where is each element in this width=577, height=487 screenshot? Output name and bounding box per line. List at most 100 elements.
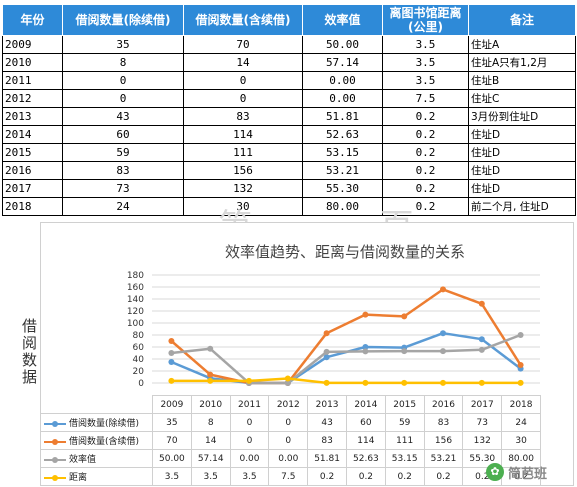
table-cell: 14	[183, 53, 303, 72]
x-tick-label: 2013	[307, 395, 347, 414]
brand-logo: ✿ 简芭班	[484, 461, 572, 483]
legend-entry: 借阅数量(除续借)	[40, 413, 153, 432]
table-cell: 53.15	[302, 143, 383, 162]
data-point	[284, 380, 291, 386]
y-tick-label: 20	[133, 367, 145, 377]
series-row: 借阅数量(除续借) 35 8 0 0 43 60 59 83 73 24	[40, 413, 541, 432]
data-point	[401, 379, 408, 386]
logo-text: 简芭班	[508, 467, 548, 482]
table-cell: 70	[183, 35, 303, 54]
table-header-row: 年份 借阅数量(除续借) 借阅数量(含续借) 效率值 离图书馆距离 (公里) 备注	[2, 4, 576, 36]
y-tick-label: 40	[133, 355, 145, 365]
legend-key	[44, 438, 66, 445]
data-label: 30	[501, 431, 541, 450]
table-cell: 0.2	[382, 197, 469, 216]
data-label: 0.2	[307, 467, 347, 486]
data-label: 3.5	[152, 467, 192, 486]
data-label: 114	[345, 431, 386, 450]
y-tick-label: 60	[133, 343, 145, 353]
data-label: 51.81	[307, 449, 347, 468]
wechat-icon: ✿	[486, 463, 504, 481]
x-tick-label: 2011	[229, 395, 270, 414]
series-row: 借阅数量(含续借) 70 14 0 0 83 114 111 156 132 30	[40, 431, 541, 450]
data-label: 59	[384, 413, 425, 432]
data-label: 3.5	[190, 467, 231, 486]
data-label: 53.15	[384, 449, 425, 468]
y-tick-label: 0	[138, 379, 144, 389]
table-cell: 57.14	[302, 53, 383, 72]
data-point	[478, 300, 485, 307]
data-label: 7.5	[268, 467, 309, 486]
y-tick-label: 80	[133, 331, 145, 341]
data-point	[440, 379, 446, 386]
chart-data-table: 2009 2010 2011 2012 2013 2014 2015 2016 2017 2018…	[40, 395, 541, 486]
table-cell: 60	[62, 125, 184, 144]
data-point	[440, 348, 446, 355]
x-tick-label: 2018	[501, 395, 541, 414]
legend-entry: 距离	[40, 467, 153, 486]
x-tick-label: 2017	[462, 395, 503, 414]
data-point	[362, 348, 369, 355]
series-row: 距离 3.5 3.5 3.5 7.5 0.2 0.2 0.2 0.2 0.2 0.2	[40, 467, 541, 486]
table-cell: 住址A	[468, 35, 576, 54]
data-label: 0.2	[345, 467, 386, 486]
data-point	[168, 338, 175, 344]
data-label: 35	[152, 413, 192, 432]
data-label: 0.00	[268, 449, 309, 468]
legend-entry: 效率值	[40, 449, 153, 468]
y-tick-label: 120	[127, 307, 144, 317]
table-row: 2017 73 132 55.30 0.2 住址D	[2, 179, 576, 198]
data-label: 43	[307, 413, 347, 432]
data-label: 53.21	[423, 449, 464, 468]
data-point	[362, 344, 369, 350]
x-tick-label: 2009	[152, 395, 192, 414]
x-tick-label: 2012	[268, 395, 309, 414]
legend-key	[44, 456, 66, 463]
data-label: 0	[229, 413, 270, 432]
table-row: 2009 35 70 50.00 3.5 住址A	[2, 35, 576, 54]
data-point	[517, 379, 524, 386]
data-point	[401, 348, 408, 355]
data-point	[323, 348, 330, 355]
table-cell: 住址C	[468, 89, 576, 108]
data-label: 70	[152, 431, 192, 450]
series-line	[171, 333, 522, 385]
data-point	[362, 379, 369, 386]
legend-key	[44, 420, 66, 427]
data-point	[478, 346, 485, 353]
header-cell: 离图书馆距离 (公里)	[382, 4, 469, 36]
x-tick-label: 2010	[190, 395, 231, 414]
data-label: 50.00	[152, 449, 192, 468]
data-table-top: 年份 借阅数量(除续借) 借阅数量(含续借) 效率值 离图书馆距离 (公里) 备注 2009…	[2, 4, 576, 216]
x-tick-label: 2015	[384, 395, 425, 414]
table-cell: 2009	[2, 35, 63, 54]
data-point	[401, 313, 408, 320]
data-label: 0.00	[229, 449, 270, 468]
header-cell: 年份	[2, 4, 63, 36]
table-cell: 2018	[2, 197, 63, 216]
table-row: 2013 43 83 51.81 0.2 3月份到住址D	[2, 107, 576, 126]
data-point	[478, 379, 485, 386]
chart-title: 效率值趋势、距离与借阅数量的关系	[225, 243, 465, 261]
data-label: 83	[307, 431, 347, 450]
data-point	[323, 354, 330, 361]
data-point	[517, 332, 524, 338]
data-point	[440, 286, 446, 293]
data-point	[440, 330, 446, 337]
data-point	[478, 336, 485, 343]
series-row: 效率值 50.00 57.14 0.00 0.00 51.81 52.63 53.15 53.2…	[40, 449, 541, 468]
data-point	[323, 379, 330, 386]
table-cell: 24	[62, 197, 184, 216]
data-label: 0.2	[423, 467, 464, 486]
data-label: 0	[229, 431, 270, 450]
category-row: 2009 2010 2011 2012 2013 2014 2015 2016 2017 2018	[41, 395, 541, 414]
table-cell: 前二个月, 住址D	[468, 197, 576, 216]
data-label: 156	[423, 431, 464, 450]
table-cell: 3.5	[382, 35, 469, 54]
table-cell: 3月份到住址D	[468, 107, 576, 126]
series-line	[170, 331, 522, 385]
y-axis-label: 借阅数据	[22, 317, 38, 386]
x-tick-label: 2016	[423, 395, 464, 414]
legend-entry: 借阅数量(含续借)	[40, 431, 153, 450]
